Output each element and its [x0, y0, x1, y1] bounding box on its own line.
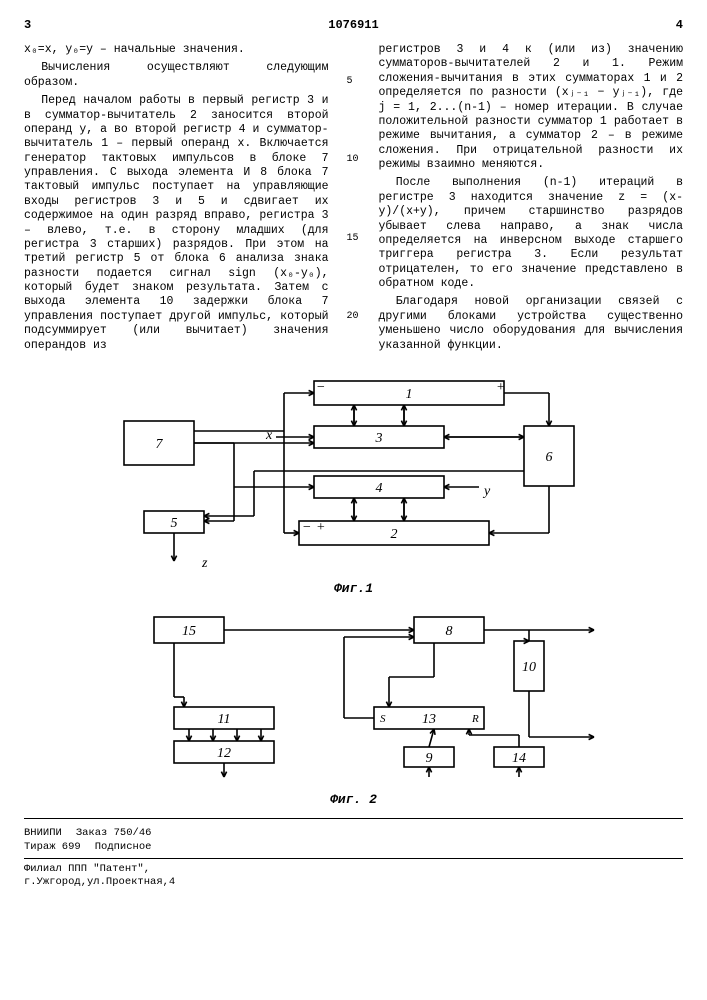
footer-vniipi: ВНИИПИ: [24, 827, 62, 840]
svg-text:S: S: [380, 713, 386, 725]
para-r1: После выполнения (n-1) итераций в регист…: [379, 176, 684, 291]
fig2-caption: Фиг. 2: [24, 792, 683, 808]
patent-number: 1076911: [328, 18, 378, 33]
footer-rule: [24, 818, 683, 819]
text-columns: x₀=x, y₀=y – начальные значения. Вычисле…: [24, 43, 683, 357]
svg-text:9: 9: [425, 751, 432, 766]
svg-text:−: −: [316, 380, 325, 395]
figure-1: 1234567xyz+−+−: [24, 371, 683, 571]
ln-20: 20: [347, 311, 361, 324]
left-column: x₀=x, y₀=y – начальные значения. Вычисле…: [24, 43, 329, 357]
svg-text:14: 14: [512, 751, 526, 766]
footer-branch: Филиал ППП "Патент",: [24, 863, 683, 876]
ln-5: 5: [347, 76, 361, 89]
right-column: регистров 3 и 4 к (или из) значению сумм…: [379, 43, 684, 357]
svg-text:10: 10: [522, 660, 536, 675]
fig1-svg: 1234567xyz+−+−: [84, 371, 624, 571]
svg-text:11: 11: [217, 712, 230, 727]
footer-tirage: Тираж 699: [24, 841, 81, 854]
page-num-right: 4: [676, 18, 683, 33]
figure-2: 8 9 10 11 12 13 14 15 S R: [24, 607, 683, 782]
svg-text:15: 15: [182, 624, 196, 639]
svg-text:13: 13: [422, 712, 436, 727]
svg-text:y: y: [482, 484, 491, 499]
svg-text:5: 5: [170, 516, 177, 531]
footer-rule2: [24, 858, 683, 859]
svg-text:7: 7: [155, 437, 163, 452]
page-header: 3 1076911 4: [24, 18, 683, 33]
svg-text:2: 2: [390, 527, 397, 542]
para-l2: Перед началом работы в первый регистр 3 …: [24, 94, 329, 353]
footer-addr: г.Ужгород,ул.Проектная,4: [24, 876, 683, 889]
fig1-caption: Фиг.1: [24, 581, 683, 597]
para-r0: регистров 3 и 4 к (или из) значению сумм…: [379, 43, 684, 172]
footer-order: Заказ 750/46: [76, 827, 152, 840]
para-l1: Вычисления осуществляют следующим образо…: [24, 61, 329, 90]
svg-text:12: 12: [217, 746, 231, 761]
svg-text:z: z: [201, 556, 208, 571]
svg-text:3: 3: [374, 431, 382, 446]
svg-text:4: 4: [375, 481, 382, 496]
footer-sub: Подписное: [95, 841, 152, 854]
fig2-svg: 8 9 10 11 12 13 14 15 S R: [94, 607, 614, 782]
svg-text:6: 6: [545, 450, 552, 465]
svg-text:1: 1: [405, 387, 412, 402]
para-r2: Благодаря новой организации связей с дру…: [379, 295, 684, 353]
svg-text:R: R: [471, 713, 479, 725]
footer: ВНИИПИ Заказ 750/46 Тираж 699 Подписное …: [24, 827, 683, 889]
ln-10: 10: [347, 154, 361, 167]
svg-text:8: 8: [445, 624, 452, 639]
para-l0: x₀=x, y₀=y – начальные значения.: [24, 43, 329, 57]
line-numbers: 5 10 15 20: [347, 43, 361, 357]
page-num-left: 3: [24, 18, 31, 33]
svg-text:−: −: [302, 520, 311, 535]
ln-15: 15: [347, 233, 361, 246]
svg-text:+: +: [316, 520, 325, 535]
